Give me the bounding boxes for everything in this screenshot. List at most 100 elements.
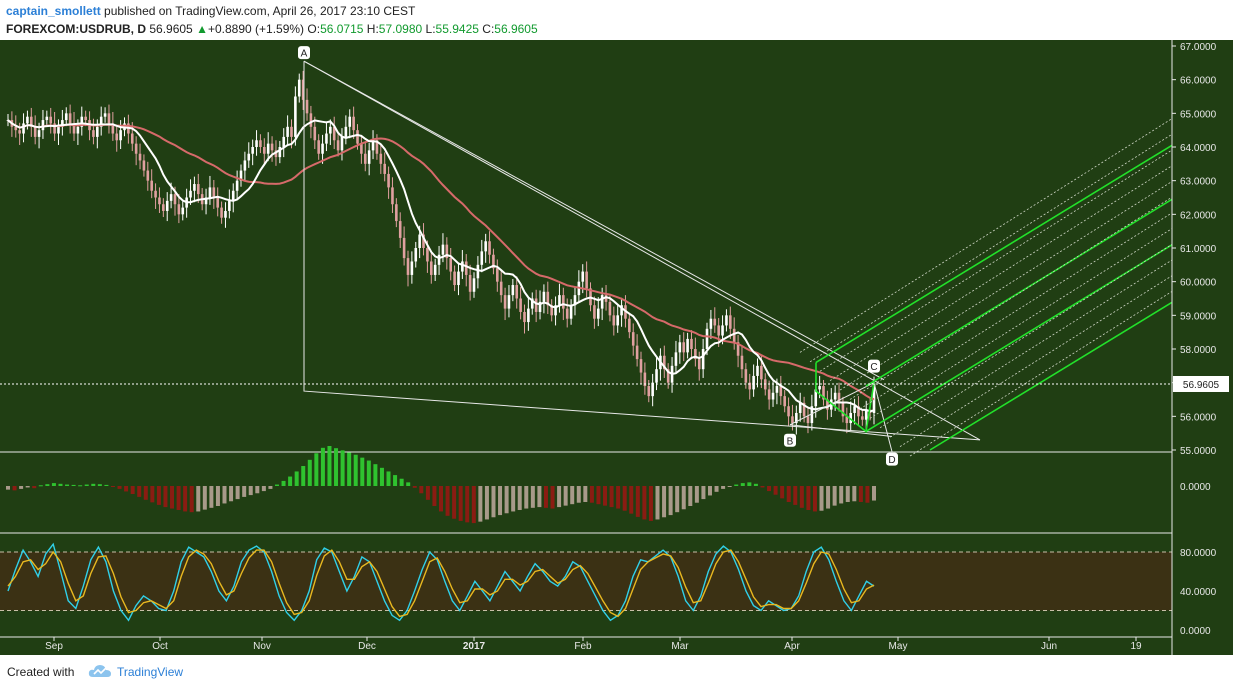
close-label: C:	[482, 22, 495, 36]
candle-body	[857, 406, 860, 417]
candle-body	[294, 96, 297, 137]
candle-body	[472, 278, 476, 292]
point-label-box[interactable]	[784, 433, 796, 447]
candle-body	[756, 365, 759, 376]
histogram-bar	[812, 486, 817, 512]
tradingview-brand-link[interactable]: TradingView	[117, 665, 184, 679]
time-axis[interactable]: Sep Oct Nov Dec 2017 Feb Mar Apr May Jun 19	[45, 637, 1142, 652]
candle-body	[713, 318, 717, 326]
candle-body	[775, 386, 779, 393]
candle-body	[37, 130, 41, 137]
slow-moving-average	[7, 119, 875, 401]
candle-body	[379, 153, 383, 164]
candle-body	[169, 194, 173, 201]
fan-line	[889, 259, 1173, 438]
published-text: published on TradingView.com, April 26, …	[100, 4, 416, 18]
candle-body	[64, 113, 68, 121]
candle-body	[612, 315, 616, 326]
triangle-hypotenuse[interactable]	[303, 60, 981, 441]
histogram-bar	[563, 486, 568, 506]
histogram-bar	[255, 486, 260, 494]
candle-body	[433, 264, 437, 275]
histogram-bar	[780, 486, 785, 499]
histogram-bar	[491, 486, 496, 518]
point-label-box[interactable]	[868, 359, 880, 373]
candle-body	[57, 126, 60, 134]
histogram-bar	[373, 464, 378, 486]
candle-body	[270, 143, 274, 151]
candle-body	[410, 261, 414, 275]
pitchfork-line[interactable]	[929, 301, 1173, 451]
histogram-bar	[721, 486, 726, 489]
histogram-bar	[307, 459, 312, 486]
triangle-base-line[interactable]	[303, 61, 981, 441]
candle-body	[193, 184, 196, 191]
histogram-bar	[25, 486, 30, 488]
support-line[interactable]	[789, 424, 893, 438]
candle-body	[204, 197, 208, 205]
time-tick-label: Mar	[671, 641, 689, 652]
tradingview-cloud-icon[interactable]	[88, 663, 112, 679]
histogram-bar	[832, 486, 837, 506]
resistance-line[interactable]	[303, 60, 885, 381]
point-label: A	[301, 49, 308, 60]
candle-body	[620, 305, 623, 316]
candle-body	[534, 298, 538, 312]
histogram-bar	[19, 486, 24, 489]
histogram-bar	[478, 486, 483, 522]
candle-body	[130, 133, 134, 144]
candle-body	[810, 406, 814, 424]
histogram-bar	[635, 486, 640, 517]
histogram-bar	[379, 467, 384, 486]
candle-body	[391, 187, 394, 205]
pitchfork-line[interactable]	[865, 198, 1173, 387]
candle-body	[332, 126, 336, 141]
histogram-bar	[117, 486, 122, 489]
histogram-bar	[826, 486, 831, 509]
point-label-box[interactable]	[298, 46, 310, 60]
histogram-bar	[570, 486, 575, 505]
author-link[interactable]: captain_smollett	[6, 4, 101, 18]
histogram-bar	[458, 486, 463, 521]
candle-body	[845, 416, 849, 424]
candle-body	[666, 369, 670, 383]
histogram-bar	[799, 486, 804, 508]
candle-body	[748, 382, 752, 390]
candle-body	[92, 130, 95, 137]
candle-body	[558, 295, 561, 306]
point-label: B	[787, 436, 794, 447]
histogram-bar	[320, 447, 325, 486]
price-axis[interactable]: 55.000056.000057.000058.000059.000060.00…	[1171, 40, 1233, 655]
candle-body	[80, 116, 84, 127]
candle-body	[600, 295, 604, 309]
histogram-bar	[353, 454, 358, 486]
histogram-bar	[498, 486, 503, 516]
candle-body	[367, 150, 371, 164]
histogram-bar	[589, 486, 594, 503]
candle-body	[72, 123, 76, 134]
candle-body	[115, 133, 119, 141]
candle-body	[398, 221, 402, 238]
trend-drawings[interactable]: A B C D	[0, 46, 1173, 466]
price-tick-label: 66.0000	[1180, 76, 1217, 87]
histogram-bar	[655, 486, 660, 520]
candle-body	[864, 409, 868, 420]
candle-body	[701, 349, 705, 370]
candle-body	[511, 285, 515, 296]
histogram-bar	[425, 486, 430, 500]
price-tick-label: 62.0000	[1180, 210, 1217, 221]
pitchfork-line[interactable]	[815, 144, 1173, 364]
candle-body	[779, 386, 783, 397]
pitchfork-handle[interactable]	[815, 362, 875, 433]
candle-body	[177, 204, 181, 215]
candle-body	[429, 261, 433, 275]
point-label-box[interactable]	[886, 452, 898, 466]
histogram-bar	[773, 486, 778, 495]
candle-body	[515, 285, 519, 299]
candle-body	[841, 402, 845, 417]
histogram-bar	[707, 486, 712, 496]
histogram-bar	[196, 486, 201, 512]
last-price-badge	[1173, 375, 1229, 392]
histogram-bar	[229, 486, 234, 502]
